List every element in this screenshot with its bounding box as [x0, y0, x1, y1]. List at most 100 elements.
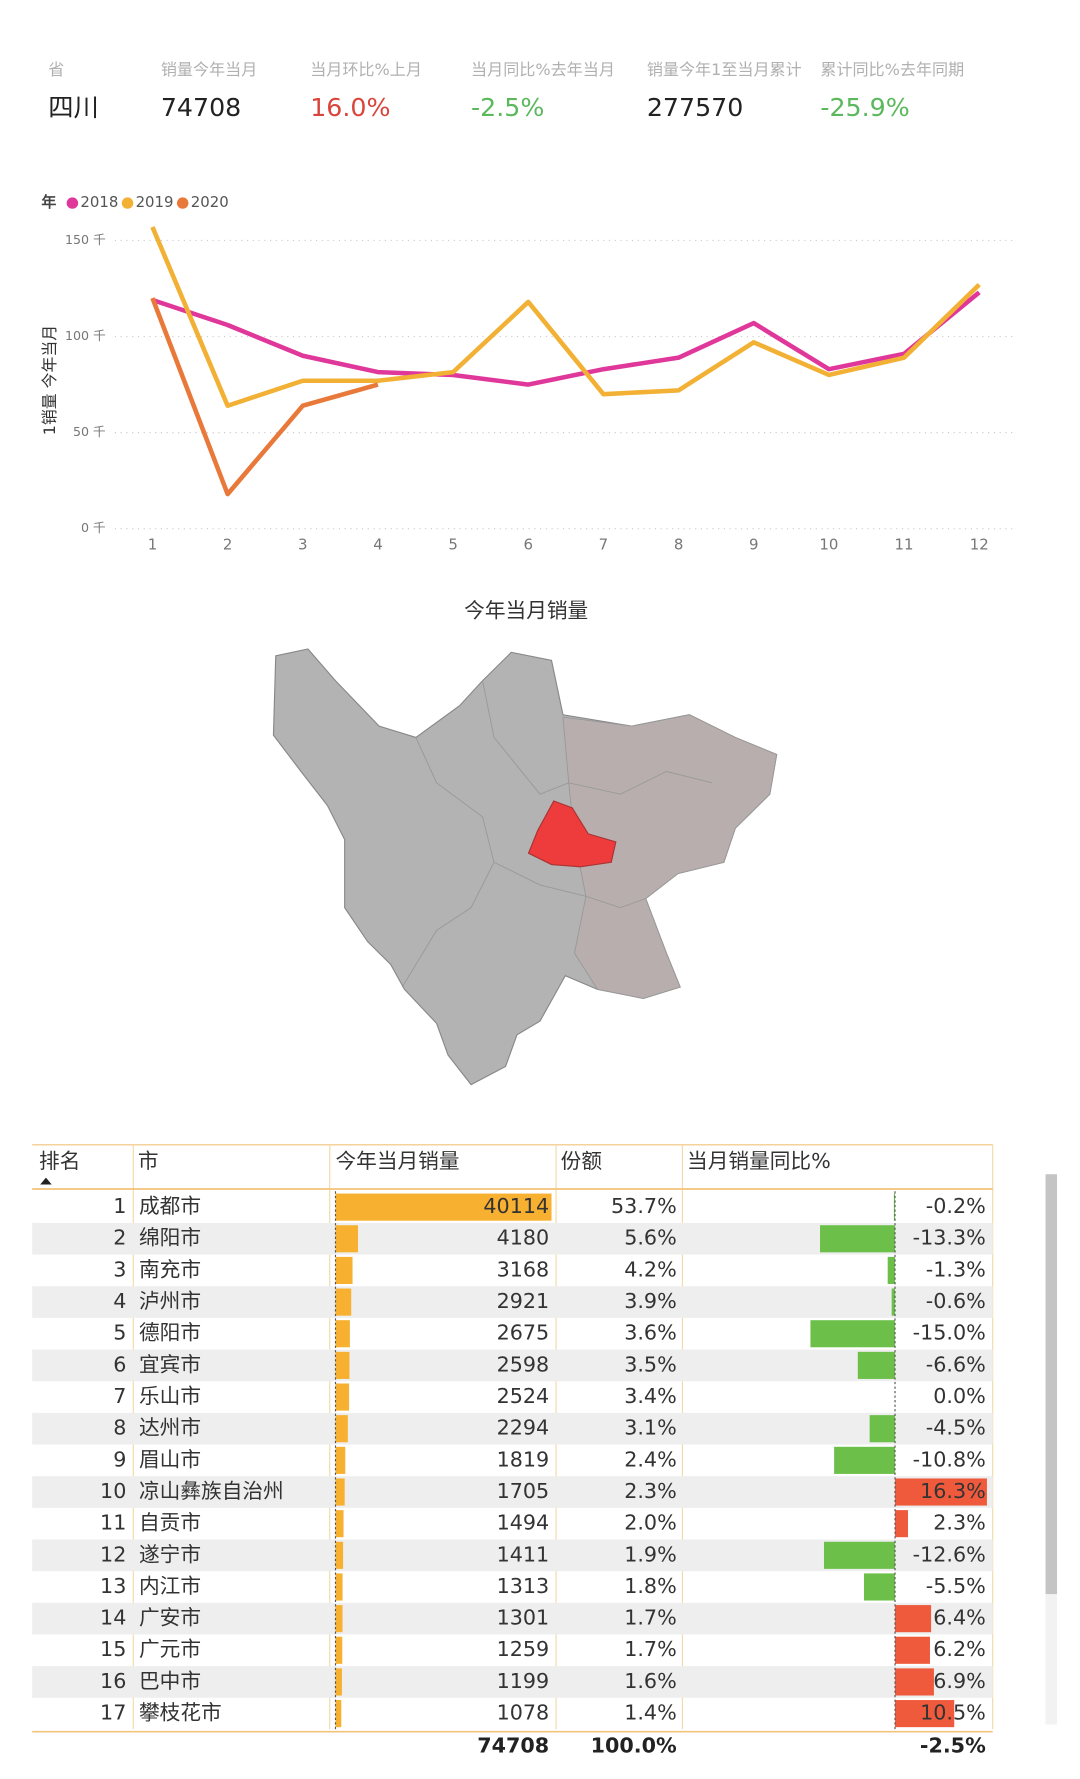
x-tick-label: 12 [970, 537, 989, 554]
sales: 2675 [497, 1321, 550, 1345]
x-tick-label: 2 [223, 537, 232, 554]
rank: 7 [113, 1384, 126, 1408]
city: 成都市 [139, 1194, 201, 1218]
scrollbar[interactable] [1045, 1174, 1058, 1725]
city: 达州市 [139, 1416, 201, 1440]
sales: 2598 [497, 1352, 550, 1376]
sales: 1259 [497, 1637, 550, 1661]
y-tick-label: 0 千 [81, 520, 106, 535]
sales-bar [335, 1700, 342, 1728]
series-line [151, 290, 981, 387]
x-tick-label: 1 [148, 537, 157, 554]
yoy: 2.3% [933, 1511, 986, 1535]
rank: 16 [100, 1669, 126, 1693]
x-tick-label: 4 [373, 537, 382, 554]
sales: 1494 [497, 1511, 550, 1535]
column-header: 当月销量同比% [687, 1149, 831, 1173]
rank: 1 [113, 1194, 126, 1218]
rank: 17 [100, 1701, 126, 1725]
total-sales: 74708 [477, 1734, 549, 1758]
rank: 8 [113, 1416, 126, 1440]
yoy-bar [891, 1288, 896, 1316]
city: 攀枝花市 [139, 1701, 222, 1725]
yoy-bar [895, 1636, 930, 1664]
city: 绵阳市 [139, 1226, 201, 1250]
yoy: 6.2% [933, 1637, 986, 1661]
yoy: -0.6% [926, 1289, 986, 1313]
yoy: -15.0% [913, 1321, 986, 1345]
sales-bar [335, 1193, 552, 1221]
sales: 4180 [497, 1226, 550, 1250]
kpi-label: 当月同比%去年当月 [471, 60, 615, 79]
sales-bar [335, 1478, 345, 1506]
sales: 1411 [497, 1542, 550, 1566]
yoy: -0.2% [926, 1194, 986, 1218]
share: 3.6% [624, 1321, 677, 1345]
total-yoy: -2.5% [920, 1734, 986, 1758]
share: 3.9% [624, 1289, 677, 1313]
city: 巴中市 [139, 1669, 201, 1693]
sales-bar [335, 1605, 343, 1633]
yoy-bar [887, 1256, 896, 1284]
yoy-bar [834, 1446, 896, 1474]
sales-bar [335, 1573, 343, 1601]
sales-bar [335, 1383, 350, 1411]
yoy: 16.3% [920, 1479, 986, 1503]
yoy: -10.8% [913, 1447, 986, 1471]
rank: 2 [113, 1226, 126, 1250]
kpi-label: 销量今年1至当月累计 [647, 60, 802, 79]
x-tick-label: 3 [298, 537, 307, 554]
yoy: -13.3% [913, 1226, 986, 1250]
sales: 1819 [497, 1447, 550, 1471]
yoy-bar [857, 1351, 896, 1379]
share: 1.6% [624, 1669, 677, 1693]
sales-bar [335, 1541, 344, 1569]
city: 广元市 [139, 1637, 201, 1661]
x-tick-label: 8 [674, 537, 683, 554]
sales-bar [335, 1320, 350, 1348]
yoy-bar [895, 1605, 932, 1633]
scroll-thumb[interactable] [1045, 1174, 1058, 1595]
sales-bar [335, 1225, 358, 1253]
legend-label: 2019 [136, 194, 174, 211]
sales: 2294 [497, 1416, 550, 1440]
city: 泸州市 [139, 1289, 201, 1313]
sales: 1078 [497, 1701, 550, 1725]
share: 1.7% [624, 1637, 677, 1661]
y-tick-label: 100 千 [65, 328, 106, 343]
yoy: 6.4% [933, 1606, 986, 1630]
city: 遂宁市 [139, 1542, 201, 1566]
y-tick-label: 50 千 [73, 424, 106, 439]
x-tick-label: 10 [819, 537, 838, 554]
share: 3.4% [624, 1384, 677, 1408]
share: 2.3% [624, 1479, 677, 1503]
y-tick-label: 150 千 [65, 232, 106, 247]
rank: 3 [113, 1258, 126, 1282]
row-background [32, 1602, 993, 1635]
yoy: 10.5% [920, 1701, 986, 1725]
x-tick-label: 6 [524, 537, 533, 554]
column-header: 今年当月销量 [335, 1149, 459, 1173]
kpi-value: 74708 [161, 93, 241, 122]
map [272, 648, 778, 1086]
sales: 40114 [483, 1194, 549, 1218]
share: 1.9% [624, 1542, 677, 1566]
legend-marker [176, 197, 189, 209]
rank: 10 [100, 1479, 126, 1503]
sales: 3168 [497, 1258, 550, 1282]
row-background [32, 1286, 993, 1318]
row-background [32, 1412, 993, 1445]
yoy: 6.9% [933, 1669, 986, 1693]
yoy-bar [869, 1415, 896, 1443]
sales: 1313 [497, 1574, 550, 1598]
yoy: -4.5% [926, 1416, 986, 1440]
city: 内江市 [139, 1574, 201, 1598]
rank: 13 [100, 1574, 126, 1598]
kpi-value: -2.5% [471, 93, 544, 122]
rank: 5 [113, 1321, 126, 1345]
sales: 1199 [497, 1669, 550, 1693]
row-background [32, 1666, 993, 1698]
kpi-label: 当月环比%上月 [310, 60, 422, 79]
yoy-bar [864, 1573, 896, 1601]
